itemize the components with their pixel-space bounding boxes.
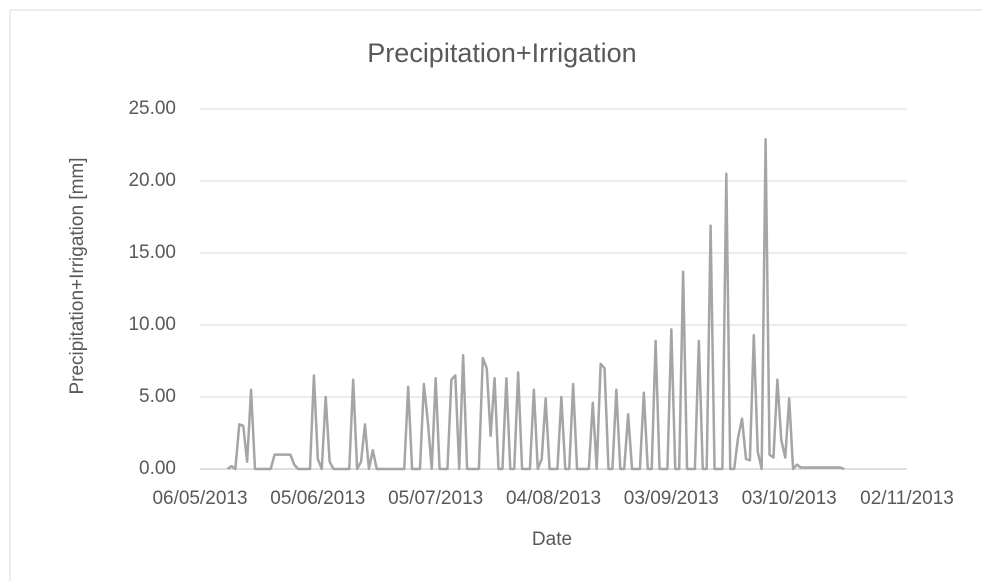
- x-tick-label: 05/06/2013: [270, 488, 365, 509]
- x-tick-label: 03/09/2013: [624, 488, 719, 509]
- x-tick-label: 05/07/2013: [388, 488, 483, 509]
- x-axis-label: Date: [532, 529, 572, 550]
- y-axis-label: Precipitation+Irrigation [mm]: [67, 157, 88, 395]
- data-line: [226, 137, 845, 471]
- y-tick-label: 15.00: [128, 242, 176, 263]
- y-tick-label: 25.00: [128, 98, 176, 119]
- x-tick-label: 02/11/2013: [860, 488, 954, 509]
- y-tick-label: 5.00: [139, 386, 176, 407]
- chart-title: Precipitation+Irrigation: [367, 38, 636, 68]
- y-tick-label: 0.00: [139, 458, 176, 479]
- x-tick-label: 04/08/2013: [506, 488, 601, 509]
- y-tick-label: 10.00: [128, 314, 176, 335]
- y-tick-label: 20.00: [128, 170, 176, 191]
- x-tick-label: 06/05/2013: [152, 488, 247, 509]
- x-tick-label: 03/10/2013: [742, 488, 837, 509]
